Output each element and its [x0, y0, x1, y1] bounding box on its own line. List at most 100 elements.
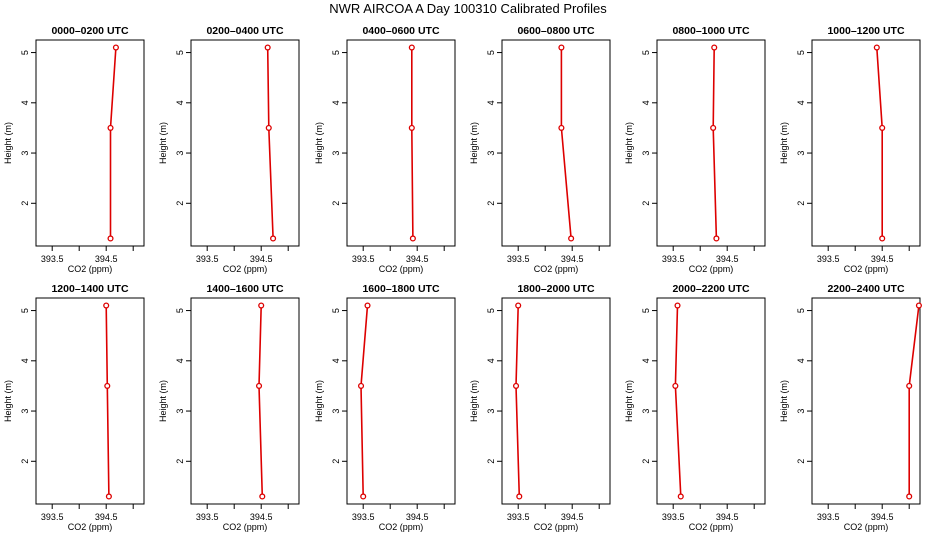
y-tick-label: 3 [796, 409, 806, 414]
x-tick-label: 393.5 [41, 512, 64, 522]
profile-line-7 [105, 305, 110, 497]
profile-point [713, 235, 720, 242]
x-tick-label: 393.5 [41, 254, 64, 264]
panel-frame-12 [811, 297, 921, 505]
y-axis-label: Height (m) [158, 380, 168, 422]
y-axis-label: Height (m) [779, 122, 789, 164]
x-tick-label: 394.5 [716, 512, 739, 522]
panel-frame-9 [346, 297, 456, 505]
x-tick-label: 393.5 [662, 254, 685, 264]
profile-point [710, 124, 717, 131]
profile-point [512, 382, 520, 389]
profile-point [360, 493, 367, 500]
y-tick-label: 4 [486, 358, 496, 363]
panel-frame-8 [190, 297, 300, 505]
profile-point [364, 302, 371, 309]
profile-point [516, 493, 523, 500]
x-tick-label: 394.5 [406, 254, 429, 264]
profile-point [258, 302, 265, 309]
y-axis-label: Height (m) [158, 122, 168, 164]
x-axis-label: CO2 (ppm) [68, 522, 113, 532]
profile-point [558, 44, 565, 51]
profile-line-9 [360, 305, 369, 497]
profile-point [107, 124, 114, 131]
y-tick-label: 5 [175, 308, 185, 313]
y-tick-label: 5 [486, 308, 496, 313]
profile-point [674, 302, 681, 309]
y-tick-label: 2 [796, 459, 806, 464]
profile-point [915, 302, 922, 309]
y-tick-label: 3 [331, 409, 341, 414]
profile-line-3 [410, 47, 414, 239]
profile-point [672, 382, 679, 389]
profile-point [112, 44, 119, 51]
y-tick-label: 3 [20, 409, 30, 414]
x-axis-label: CO2 (ppm) [379, 522, 424, 532]
y-tick-label: 5 [331, 308, 341, 313]
x-tick-label: 394.5 [871, 512, 894, 522]
y-tick-label: 4 [796, 100, 806, 105]
page-title: NWR AIRCOA A Day 100310 Calibrated Profi… [329, 1, 607, 16]
panel-title-9: 1600–1800 UTC [362, 283, 439, 295]
x-tick-label: 394.5 [406, 512, 429, 522]
y-tick-label: 5 [20, 50, 30, 55]
x-tick-label: 394.5 [561, 512, 584, 522]
profile-point [264, 44, 271, 51]
y-tick-label: 4 [796, 358, 806, 363]
y-tick-label: 3 [331, 151, 341, 156]
x-tick-label: 393.5 [507, 512, 530, 522]
y-tick-label: 5 [331, 50, 341, 55]
y-tick-label: 2 [796, 201, 806, 206]
y-tick-label: 3 [641, 151, 651, 156]
x-axis-label: CO2 (ppm) [68, 264, 113, 274]
y-tick-label: 2 [331, 201, 341, 206]
x-axis-label: CO2 (ppm) [844, 522, 889, 532]
x-axis-label: CO2 (ppm) [223, 264, 268, 274]
x-tick-label: 393.5 [817, 254, 840, 264]
profile-point [107, 235, 114, 242]
panel-frame-11 [656, 297, 766, 505]
profile-point [265, 124, 272, 131]
x-axis-label: CO2 (ppm) [534, 522, 579, 532]
y-axis-label: Height (m) [469, 122, 479, 164]
y-axis-label: Height (m) [624, 122, 634, 164]
profile-line-2 [266, 47, 274, 239]
x-tick-label: 393.5 [352, 512, 375, 522]
panel-frame-3 [346, 39, 456, 247]
panel-title-12: 2200–2400 UTC [827, 283, 904, 295]
profile-line-11 [674, 305, 682, 497]
y-tick-label: 5 [641, 50, 651, 55]
panel-title-3: 0400–0600 UTC [362, 25, 439, 37]
panel-frame-7 [35, 297, 145, 505]
profile-line-4 [560, 47, 572, 239]
profile-line-5 [712, 47, 718, 239]
x-tick-label: 393.5 [196, 254, 219, 264]
y-axis-label: Height (m) [624, 380, 634, 422]
x-axis-label: CO2 (ppm) [223, 522, 268, 532]
y-tick-label: 2 [175, 201, 185, 206]
y-tick-label: 3 [20, 151, 30, 156]
x-tick-label: 393.5 [196, 512, 219, 522]
y-tick-label: 4 [331, 100, 341, 105]
profile-line-8 [258, 305, 264, 497]
y-tick-label: 5 [175, 50, 185, 55]
x-tick-label: 394.5 [871, 254, 894, 264]
y-axis-label: Height (m) [469, 380, 479, 422]
profile-point [408, 44, 415, 51]
profile-line-10 [515, 305, 521, 497]
panel-frame-10 [501, 297, 611, 505]
panel-frame-5 [656, 39, 766, 247]
profile-point [408, 124, 415, 131]
y-tick-label: 3 [175, 151, 185, 156]
y-tick-label: 4 [175, 100, 185, 105]
x-axis-label: CO2 (ppm) [379, 264, 424, 274]
profile-point [677, 493, 684, 500]
y-tick-label: 2 [331, 459, 341, 464]
x-tick-label: 394.5 [716, 254, 739, 264]
y-tick-label: 2 [20, 459, 30, 464]
panel-frame-1 [35, 39, 145, 247]
x-axis-label: CO2 (ppm) [689, 264, 734, 274]
y-tick-label: 4 [486, 100, 496, 105]
panel-title-2: 0200–0400 UTC [206, 25, 283, 37]
panel-frame-2 [190, 39, 300, 247]
